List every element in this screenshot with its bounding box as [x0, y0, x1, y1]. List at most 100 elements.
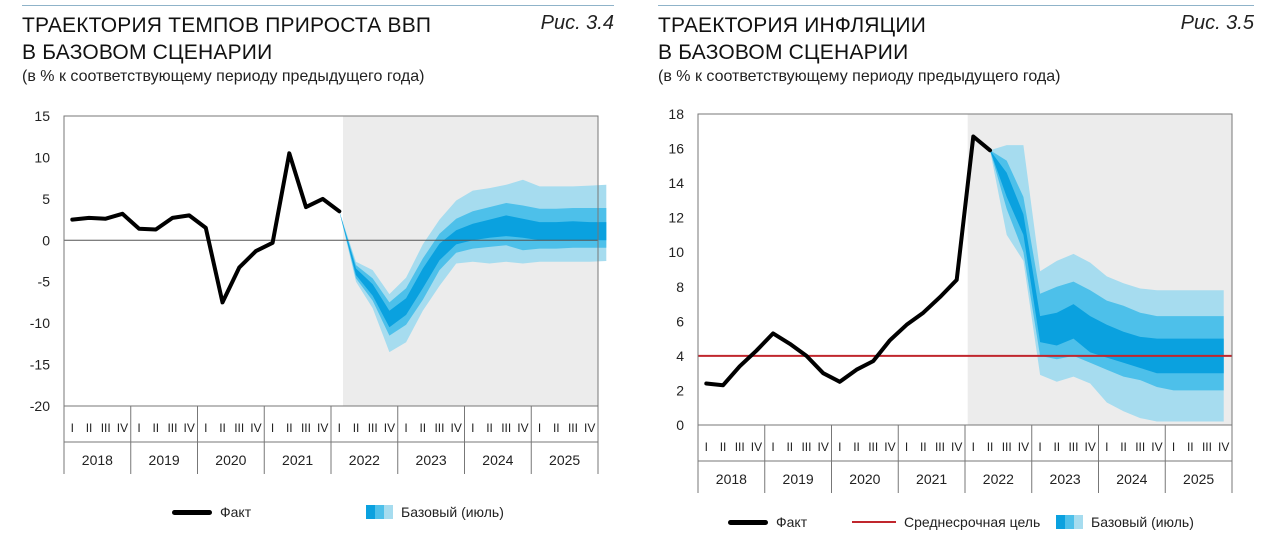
- x-tick-label-quarter: III: [368, 421, 378, 435]
- y-tick-label: 8: [676, 279, 684, 295]
- x-tick-label-quarter: III: [935, 440, 945, 454]
- x-tick-label-quarter: IV: [117, 421, 128, 435]
- x-tick-label-quarter: III: [1002, 440, 1012, 454]
- x-tick-label-quarter: II: [1053, 440, 1060, 454]
- x-tick-label-year: 2025: [549, 452, 580, 468]
- x-tick-label-year: 2023: [416, 452, 447, 468]
- inflation-legend-target: Среднесрочная цель: [852, 514, 1040, 530]
- y-tick-label: 16: [668, 141, 684, 157]
- x-tick-label-quarter: IV: [384, 421, 395, 435]
- x-tick-label-year: 2020: [215, 452, 246, 468]
- y-tick-label: 5: [42, 191, 50, 207]
- x-tick-label-quarter: II: [853, 440, 860, 454]
- fact-series-line: [70, 151, 342, 305]
- inflation-legend-target-label: Среднесрочная цель: [904, 514, 1041, 530]
- x-tick-label-quarter: I: [338, 421, 341, 435]
- base-band-swatch: [1056, 515, 1083, 529]
- x-tick-label-quarter: II: [219, 421, 226, 435]
- x-tick-label-quarter: I: [705, 440, 708, 454]
- x-tick-label-year: 2019: [783, 471, 814, 487]
- inflation-panel: ТРАЕКТОРИЯ ИНФЛЯЦИИ В БАЗОВОМ СЦЕНАРИИ Р…: [640, 0, 1280, 537]
- y-tick-label: 10: [668, 244, 684, 260]
- x-tick-label-quarter: I: [271, 421, 274, 435]
- x-tick-label-year: 2023: [1050, 471, 1081, 487]
- x-tick-label-quarter: II: [920, 440, 927, 454]
- y-tick-label: 15: [34, 108, 50, 124]
- x-tick-label-quarter: IV: [517, 421, 528, 435]
- x-tick-label-quarter: IV: [450, 421, 461, 435]
- x-tick-label-quarter: IV: [884, 440, 895, 454]
- x-tick-label-quarter: III: [735, 440, 745, 454]
- gdp-subtitle: (в % к соответствующему периоду предыдущ…: [22, 68, 425, 85]
- fact-series-line: [704, 134, 992, 388]
- gdp-legend-base-label: Базовый (июль): [401, 504, 504, 520]
- x-tick-label-quarter: II: [553, 421, 560, 435]
- x-tick-label-year: 2024: [482, 452, 513, 468]
- x-tick-label-quarter: III: [568, 421, 578, 435]
- y-tick-label: -15: [30, 357, 50, 373]
- x-tick-label-quarter: IV: [250, 421, 261, 435]
- x-tick-label-quarter: II: [419, 421, 426, 435]
- x-tick-label-quarter: II: [786, 440, 793, 454]
- x-tick-label-year: 2025: [1183, 471, 1214, 487]
- x-tick-label-quarter: I: [905, 440, 908, 454]
- x-tick-label-quarter: II: [86, 421, 93, 435]
- x-tick-label-quarter: I: [137, 421, 140, 435]
- x-tick-label-quarter: IV: [183, 421, 194, 435]
- x-tick-label-quarter: II: [353, 421, 360, 435]
- inflation-title-line-1: ТРАЕКТОРИЯ ИНФЛЯЦИИ: [658, 14, 926, 37]
- y-tick-label: 10: [34, 149, 50, 165]
- x-tick-label-quarter: IV: [1018, 440, 1029, 454]
- x-tick-label-quarter: III: [1068, 440, 1078, 454]
- y-tick-label: 4: [676, 348, 684, 364]
- x-tick-label-quarter: IV: [751, 440, 762, 454]
- gdp-legend-fact: Факт: [172, 504, 251, 520]
- x-tick-label-quarter: IV: [317, 421, 328, 435]
- x-tick-label-quarter: III: [234, 421, 244, 435]
- inflation-legend-base-label: Базовый (июль): [1091, 514, 1194, 530]
- x-tick-label-quarter: IV: [1151, 440, 1162, 454]
- x-tick-label-quarter: III: [301, 421, 311, 435]
- x-tick-label-quarter: III: [101, 421, 111, 435]
- x-tick-label-quarter: I: [404, 421, 407, 435]
- base-band-swatch: [366, 505, 393, 519]
- x-tick-label-quarter: III: [1202, 440, 1212, 454]
- x-tick-label-year: 2018: [82, 452, 113, 468]
- y-tick-label: 2: [676, 382, 684, 398]
- forecast-band-inner: [990, 150, 1224, 374]
- x-tick-label-quarter: II: [1120, 440, 1127, 454]
- y-tick-label: 0: [42, 232, 50, 248]
- x-tick-label-quarter: IV: [584, 421, 595, 435]
- inflation-title-line-2: В БАЗОВОМ СЦЕНАРИИ: [658, 41, 909, 64]
- x-tick-label-year: 2022: [349, 452, 380, 468]
- x-tick-label-quarter: II: [720, 440, 727, 454]
- gdp-chart-title: ТРАЕКТОРИЯ ТЕМПОВ ПРИРОСТА ВВП В БАЗОВОМ…: [22, 12, 431, 66]
- x-tick-label-quarter: I: [1038, 440, 1041, 454]
- x-tick-label-quarter: III: [1135, 440, 1145, 454]
- gdp-panel: ТРАЕКТОРИЯ ТЕМПОВ ПРИРОСТА ВВП В БАЗОВОМ…: [22, 5, 614, 520]
- gdp-title-line-1: ТРАЕКТОРИЯ ТЕМПОВ ПРИРОСТА ВВП: [22, 14, 432, 37]
- y-tick-label: 14: [668, 175, 684, 191]
- x-tick-label-quarter: IV: [951, 440, 962, 454]
- x-tick-label-quarter: I: [771, 440, 774, 454]
- inflation-figure-label: Рис. 3.5: [1180, 12, 1254, 34]
- x-tick-label-year: 2022: [983, 471, 1014, 487]
- y-tick-label: 0: [676, 417, 684, 433]
- gdp-title-line-2: В БАЗОВОМ СЦЕНАРИИ: [22, 41, 273, 64]
- x-tick-label-quarter: III: [801, 440, 811, 454]
- gdp-legend-base: Базовый (июль): [366, 504, 504, 520]
- target-line-swatch: [852, 521, 896, 523]
- x-tick-label-year: 2019: [149, 452, 180, 468]
- x-tick-label-quarter: I: [838, 440, 841, 454]
- panel-top-rule: [22, 5, 614, 6]
- forecast-band-inner: [339, 211, 607, 328]
- inflation-legend-base: Базовый (июль): [1056, 514, 1194, 530]
- x-tick-label-quarter: I: [1105, 440, 1108, 454]
- inflation-chart-title: ТРАЕКТОРИЯ ИНФЛЯЦИИ В БАЗОВОМ СЦЕНАРИИ: [658, 12, 926, 66]
- inflation-legend-fact-label: Факт: [776, 514, 808, 530]
- inflation-legend-fact: Факт: [728, 514, 807, 530]
- x-tick-label-quarter: III: [501, 421, 511, 435]
- x-tick-label-quarter: II: [286, 421, 293, 435]
